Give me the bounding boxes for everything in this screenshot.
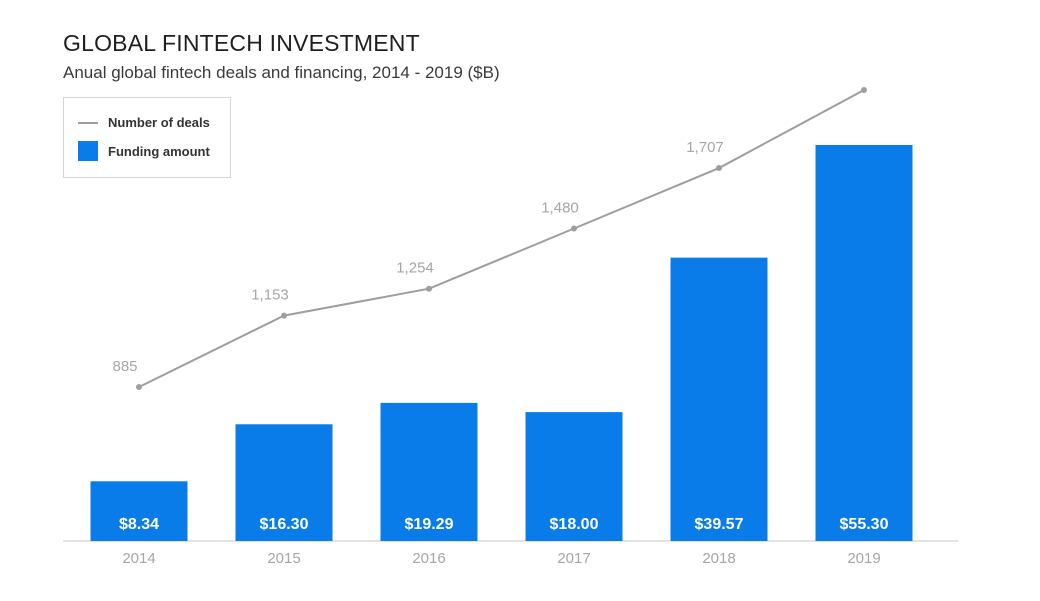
deals-point-2018 [716,165,722,172]
bar-value-label: $39.57 [695,516,744,533]
deals-value-label: 1,480 [541,200,579,217]
bar-2019 [815,145,913,541]
bar-value-label: $19.29 [405,516,454,533]
legend-label-funding: Funding amount [108,143,210,159]
bar-2014 [90,481,188,541]
x-tick-label: 2015 [267,550,300,567]
legend-item-deals: Number of deals [78,115,210,130]
deals-line [138,89,865,388]
bar-value-label: $8.34 [119,516,159,533]
deals-point-2015 [281,312,287,319]
bar-value-label: $55.30 [840,516,889,533]
legend-line-swatch [78,121,98,124]
deals-value-label: 1,153 [251,287,289,304]
deals-value-label: 885 [112,358,137,375]
deals-point-2016 [426,285,432,292]
deals-value-label: 1,707 [686,139,724,156]
deals-point-2017 [571,225,577,232]
bar-value-label: $18.00 [550,516,599,533]
legend: Number of deals Funding amount [63,97,231,178]
deals-value-label: 1,254 [396,260,434,277]
bar-2018 [670,257,768,541]
legend-box-swatch [78,141,98,161]
deals-point-2014 [136,384,142,390]
chart-title: GLOBAL FINTECH INVESTMENT [63,30,420,56]
x-tick-label: 2018 [702,550,735,567]
x-tick-label: 2016 [412,550,445,567]
x-tick-label: 2017 [557,550,590,567]
legend-item-funding: Funding amount [78,141,210,161]
bar-2015 [235,424,333,541]
legend-label-deals: Number of deals [108,115,210,130]
x-tick-label: 2019 [847,550,880,567]
deals-point-2019 [861,87,867,93]
bar-2016 [380,402,478,541]
x-tick-label: 2014 [122,550,155,567]
chart-subtitle: Anual global fintech deals and financing… [63,63,500,82]
bar-value-label: $16.30 [260,516,309,533]
bar-2017 [525,412,623,541]
